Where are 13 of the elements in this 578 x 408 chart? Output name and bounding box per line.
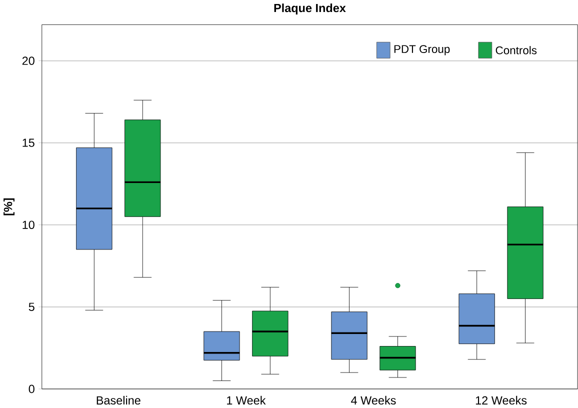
x-tick-label: 1 Week	[227, 396, 266, 405]
y-tick-label: 5	[28, 302, 34, 311]
y-tick-label: 0	[28, 384, 34, 394]
legend-label: Controls	[496, 46, 537, 54]
y-tick-label: 20	[22, 56, 34, 65]
x-tick-label: 4 Weeks	[351, 396, 396, 405]
y-axis-title: [%]	[4, 198, 14, 216]
legend-label: PDT Group	[394, 45, 450, 56]
x-tick-label: 12 Weeks	[476, 396, 527, 405]
y-tick-label: 15	[22, 138, 34, 147]
y-tick-label: 10	[22, 220, 34, 229]
x-tick-label: Baseline	[96, 396, 140, 405]
chart-title: Plaque Index	[274, 4, 346, 14]
